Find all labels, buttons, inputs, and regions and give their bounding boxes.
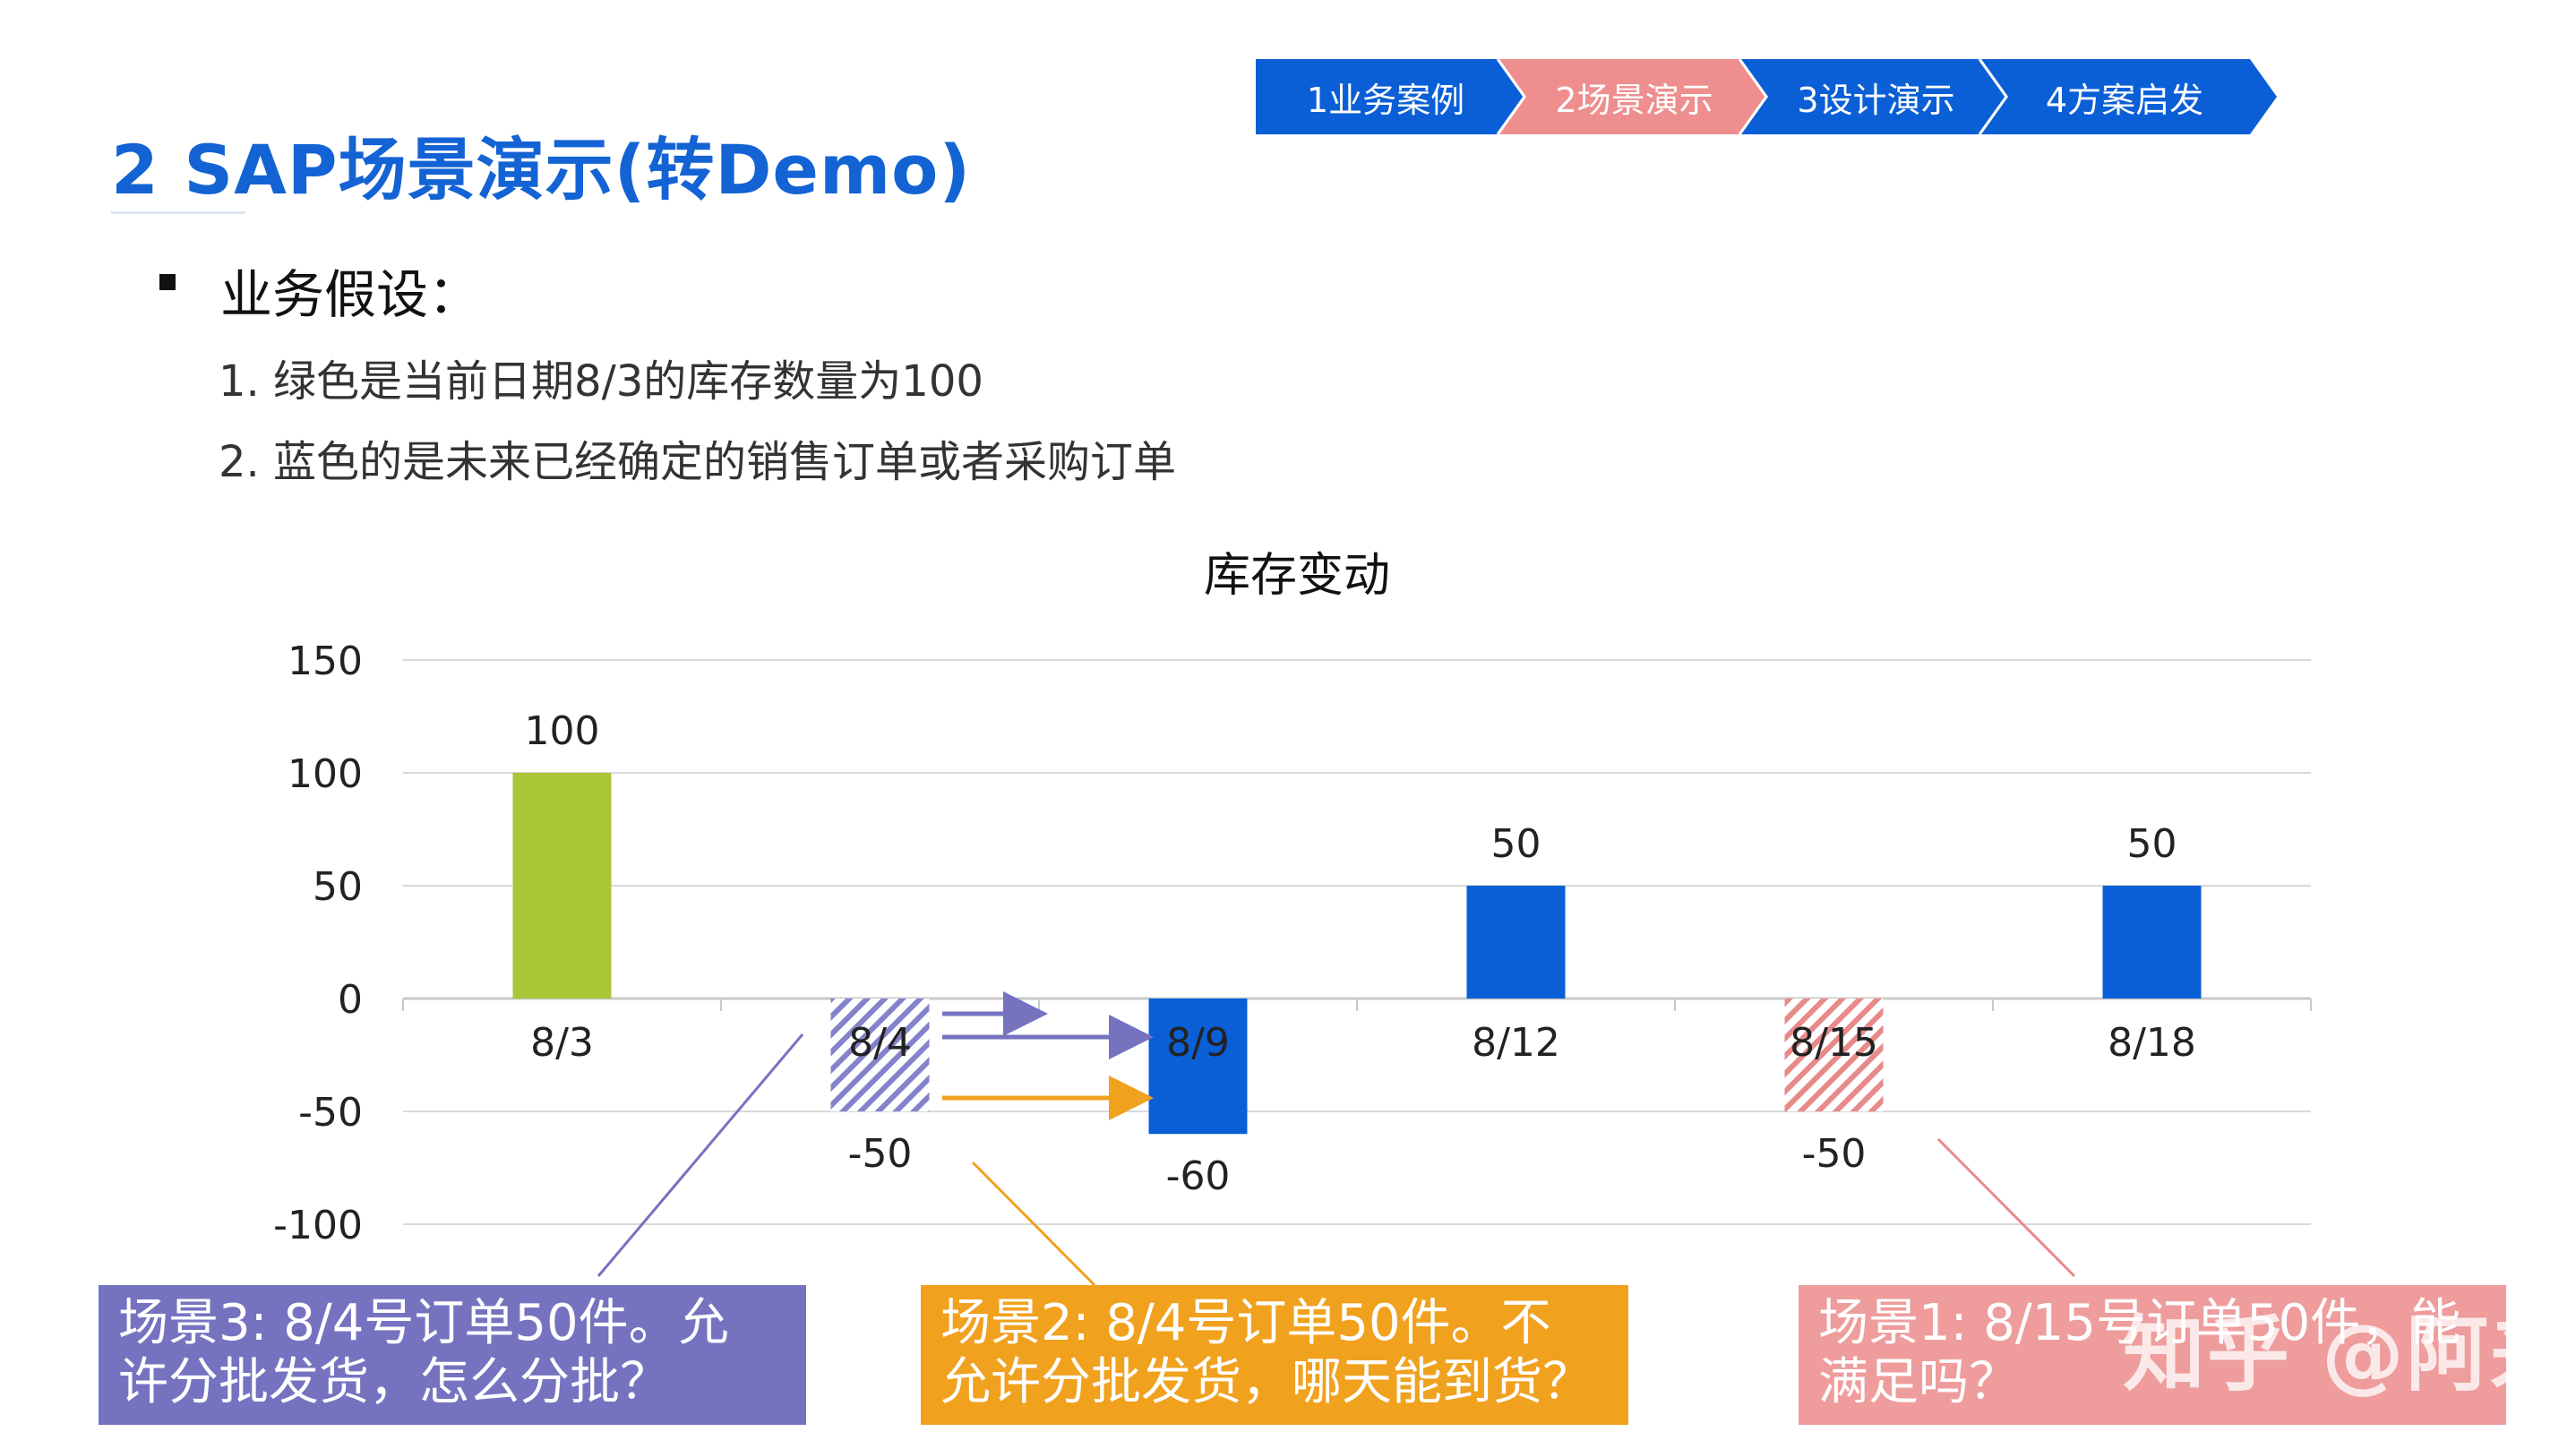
step-1-shape[interactable]: [1256, 59, 1524, 134]
title-underline: [111, 211, 245, 214]
bullet-icon: [159, 274, 176, 290]
step-3-shape[interactable]: [1741, 59, 2006, 134]
x-category-label: 8/12: [1472, 1020, 1560, 1066]
step-3-label: 3设计演示: [1797, 80, 1955, 120]
assumption-item-1: 1. 绿色是当前日期8/3的库存数量为100: [219, 356, 983, 407]
data-label: 50: [1491, 821, 1541, 867]
scenario-2-line-2: 允许分批发货，哪天能到货？: [940, 1353, 1593, 1411]
bar-8-15: [1784, 999, 1884, 1111]
bar-8-9: [1148, 999, 1248, 1135]
scene2-connector: [971, 1161, 1096, 1287]
bar-8-12: [1466, 886, 1566, 999]
progress-steps: 1业务案例 2场景演示 3设计演示 4方案启发: [1256, 59, 2277, 134]
chart-title: 库存变动: [1204, 549, 1390, 603]
scenario-1-callout: 场景1: 8/15号订单50件，能 满足吗？: [1799, 1285, 2506, 1425]
step-2-shape[interactable]: [1499, 59, 1766, 134]
x-category-label: 8/9: [1166, 1020, 1230, 1066]
y-tick-label: 150: [288, 639, 363, 684]
step-4-shape[interactable]: [1981, 59, 2277, 134]
scenario-3-line-2: 许分批发货，怎么分批？: [118, 1353, 670, 1411]
scenario-1-line-2: 满足吗？: [1818, 1353, 2019, 1411]
steps-arrows: [1256, 59, 2277, 134]
x-category-label: 8/3: [530, 1020, 594, 1066]
scene1-connector: [1936, 1137, 2076, 1278]
bar-8-4: [830, 999, 930, 1111]
x-category-label: 8/4: [848, 1020, 912, 1066]
bar-8-3: [512, 773, 612, 999]
page-title: 2 SAP场景演示(转Demo): [111, 130, 972, 210]
data-label: -50: [1802, 1131, 1867, 1177]
scenario-2-line-1: 场景2: 8/4号订单50件。不: [940, 1294, 1551, 1352]
zhihu-watermark: 知乎 @阿来: [2123, 1307, 2575, 1402]
y-tick-label: -50: [298, 1090, 363, 1136]
step-2-label: 2场景演示: [1555, 80, 1713, 120]
data-label: -60: [1166, 1153, 1231, 1199]
scenario-3-line-1: 场景3: 8/4号订单50件。允: [118, 1294, 729, 1352]
x-category-label: 8/18: [2108, 1020, 2196, 1066]
y-tick-label: 0: [338, 977, 363, 1023]
x-category-label: 8/15: [1790, 1020, 1878, 1066]
scenario-2-callout: 场景2: 8/4号订单50件。不 允许分批发货，哪天能到货？: [921, 1285, 1628, 1425]
data-label: 100: [525, 708, 600, 754]
scenario-3-callout: 场景3: 8/4号订单50件。允 许分批发货，怎么分批？: [99, 1285, 806, 1425]
bar-8-18: [2102, 886, 2202, 999]
scenario-1-line-1: 场景1: 8/15号订单50件，能: [1818, 1294, 2461, 1352]
data-label: 50: [2127, 821, 2177, 867]
scene3-connector: [597, 1033, 804, 1277]
y-tick-label: 50: [313, 864, 363, 910]
assumptions-heading: 业务假设：: [220, 264, 481, 325]
step-4-label: 4方案启发: [2045, 80, 2204, 120]
step-1-label: 1业务案例: [1306, 80, 1465, 120]
assumption-item-2: 2. 蓝色的是未来已经确定的销售订单或者采购订单: [219, 437, 1177, 487]
data-label: -50: [848, 1131, 913, 1177]
y-tick-label: 100: [288, 751, 363, 797]
y-tick-label: -100: [273, 1203, 363, 1248]
